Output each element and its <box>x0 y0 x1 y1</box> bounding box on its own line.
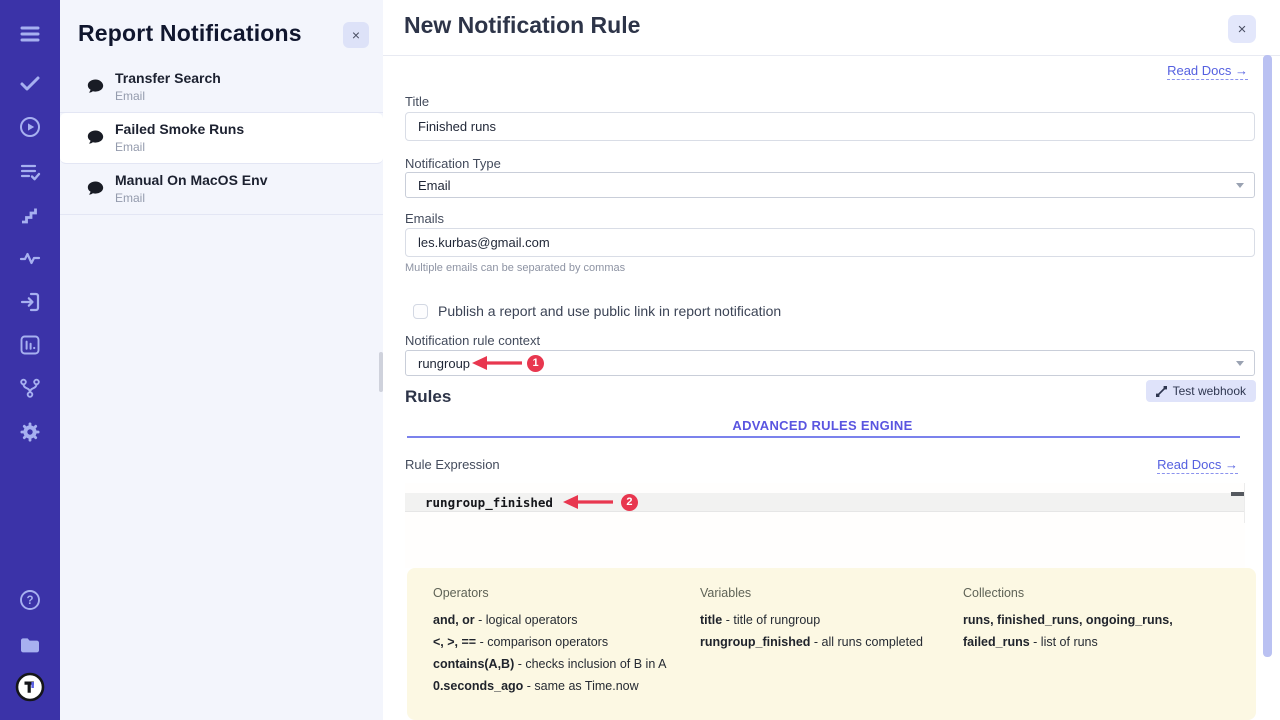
tab-advanced-rules-engine[interactable]: ADVANCED RULES ENGINE <box>732 418 913 433</box>
new-notification-rule-form: New Notification Rule × Read Docs → Titl… <box>383 0 1280 720</box>
rule-expression-editor[interactable]: rungroup_finished 2 <box>405 483 1245 568</box>
help-icon[interactable]: ? <box>18 588 42 612</box>
test-webhook-button[interactable]: Test webhook <box>1145 380 1256 402</box>
emails-helper-text: Multiple emails can be separated by comm… <box>405 262 626 274</box>
emails-label: Emails <box>405 211 445 226</box>
notification-type: Email <box>115 140 146 154</box>
annotation-badge-1: 1 <box>527 354 544 372</box>
notification-title: Manual On MacOS Env <box>115 172 268 188</box>
context-label: Notification rule context <box>405 333 541 348</box>
sign-in-icon[interactable] <box>18 290 42 314</box>
rule-expression-value: rungroup_finished <box>425 494 553 510</box>
title-label: Title <box>405 94 430 109</box>
folder-icon[interactable] <box>18 633 42 657</box>
page-scrollbar[interactable] <box>1263 55 1272 657</box>
panel-title: Report Notifications <box>78 20 302 46</box>
svg-text:?: ? <box>26 595 33 607</box>
emails-input[interactable] <box>405 228 1255 257</box>
help-item: contains(A,B) - checks inclusion of B in… <box>433 657 667 671</box>
tab-active-indicator <box>407 436 1240 438</box>
notification-type-label: Notification Type <box>405 156 501 171</box>
notification-list: Transfer Search Email Failed Smoke Runs … <box>60 62 383 215</box>
help-column-heading: Operators <box>433 586 489 600</box>
help-column-heading: Variables <box>700 586 752 600</box>
rules-heading: Rules <box>405 387 452 406</box>
check-icon[interactable] <box>18 71 42 95</box>
help-item: title - title of rungroup <box>700 613 821 627</box>
notification-type-select[interactable]: Email <box>405 172 1255 198</box>
speech-bubble-icon <box>86 77 105 96</box>
help-column-heading: Collections <box>963 586 1025 600</box>
help-item: runs, finished_runs, ongoing_runs, faile… <box>963 613 1173 649</box>
help-item: 0.seconds_ago - same as Time.now <box>433 679 639 693</box>
play-circle-icon[interactable] <box>18 115 42 139</box>
editor-scroll-thumb[interactable] <box>1231 492 1244 496</box>
help-column-operators: Operators and, or - logical operators <,… <box>433 586 700 720</box>
webhook-icon <box>1155 385 1167 397</box>
annotation-arrow-1 <box>472 356 522 370</box>
test-webhook-label: Test webhook <box>1172 384 1246 398</box>
help-column-variables: Variables title - title of rungroup rung… <box>700 586 963 720</box>
rule-expression-label: Rule Expression <box>405 457 500 472</box>
close-icon: × <box>1237 20 1247 38</box>
notification-type: Email <box>115 191 146 205</box>
chevron-down-icon <box>1236 183 1244 188</box>
panel-close-button[interactable]: × <box>343 22 369 48</box>
logo-icon[interactable] <box>15 672 45 702</box>
notification-type: Email <box>115 89 146 103</box>
help-item: <, >, == - comparison operators <box>433 635 609 649</box>
rules-help-box: Operators and, or - logical operators <,… <box>407 568 1256 720</box>
list-check-icon[interactable] <box>18 160 42 184</box>
branch-icon[interactable] <box>18 376 42 400</box>
read-docs-link[interactable]: Read Docs → <box>1157 457 1238 474</box>
menu-icon[interactable] <box>18 22 42 46</box>
notifications-panel: Report Notifications × Transfer Search E… <box>60 0 383 720</box>
sidebar-rail: ? <box>0 0 60 720</box>
bar-chart-icon[interactable] <box>18 333 42 357</box>
activity-icon[interactable] <box>18 246 42 270</box>
notification-type-value: Email <box>418 177 451 193</box>
close-icon: × <box>351 27 361 43</box>
title-input[interactable] <box>405 112 1255 141</box>
help-column-collections: Collections runs, finished_runs, ongoing… <box>963 586 1236 720</box>
modal-close-button[interactable]: × <box>1228 15 1256 43</box>
page-title: New Notification Rule <box>404 12 641 38</box>
publish-checkbox-row[interactable]: Publish a report and use public link in … <box>413 303 781 319</box>
speech-bubble-icon <box>86 179 105 198</box>
publish-checkbox[interactable] <box>413 303 428 319</box>
context-select[interactable]: rungroup 1 <box>405 350 1255 376</box>
read-docs-link[interactable]: Read Docs → <box>1167 63 1248 80</box>
context-value: rungroup <box>418 355 471 371</box>
rules-tabs: ADVANCED RULES ENGINE <box>405 414 1240 437</box>
steps-icon[interactable] <box>18 203 42 227</box>
notification-title: Failed Smoke Runs <box>115 121 245 137</box>
editor-active-line[interactable]: rungroup_finished 2 <box>405 493 1245 512</box>
notification-title: Transfer Search <box>115 70 221 86</box>
publish-checkbox-label: Publish a report and use public link in … <box>438 303 782 319</box>
gear-icon[interactable] <box>18 420 42 444</box>
list-item[interactable]: Manual On MacOS Env Email <box>60 164 383 215</box>
speech-bubble-icon <box>86 128 105 147</box>
header-divider <box>383 55 1280 56</box>
list-item[interactable]: Failed Smoke Runs Email <box>60 113 383 164</box>
panel-scrollbar[interactable] <box>379 352 383 392</box>
annotation-badge-2: 2 <box>620 493 638 511</box>
editor-scroll-track <box>1244 483 1245 523</box>
list-item[interactable]: Transfer Search Email <box>60 62 383 113</box>
help-item: and, or - logical operators <box>433 613 578 627</box>
annotation-arrow-2 <box>562 495 613 509</box>
help-item: rungroup_finished - all runs completed <box>700 635 923 649</box>
chevron-down-icon <box>1236 361 1244 366</box>
